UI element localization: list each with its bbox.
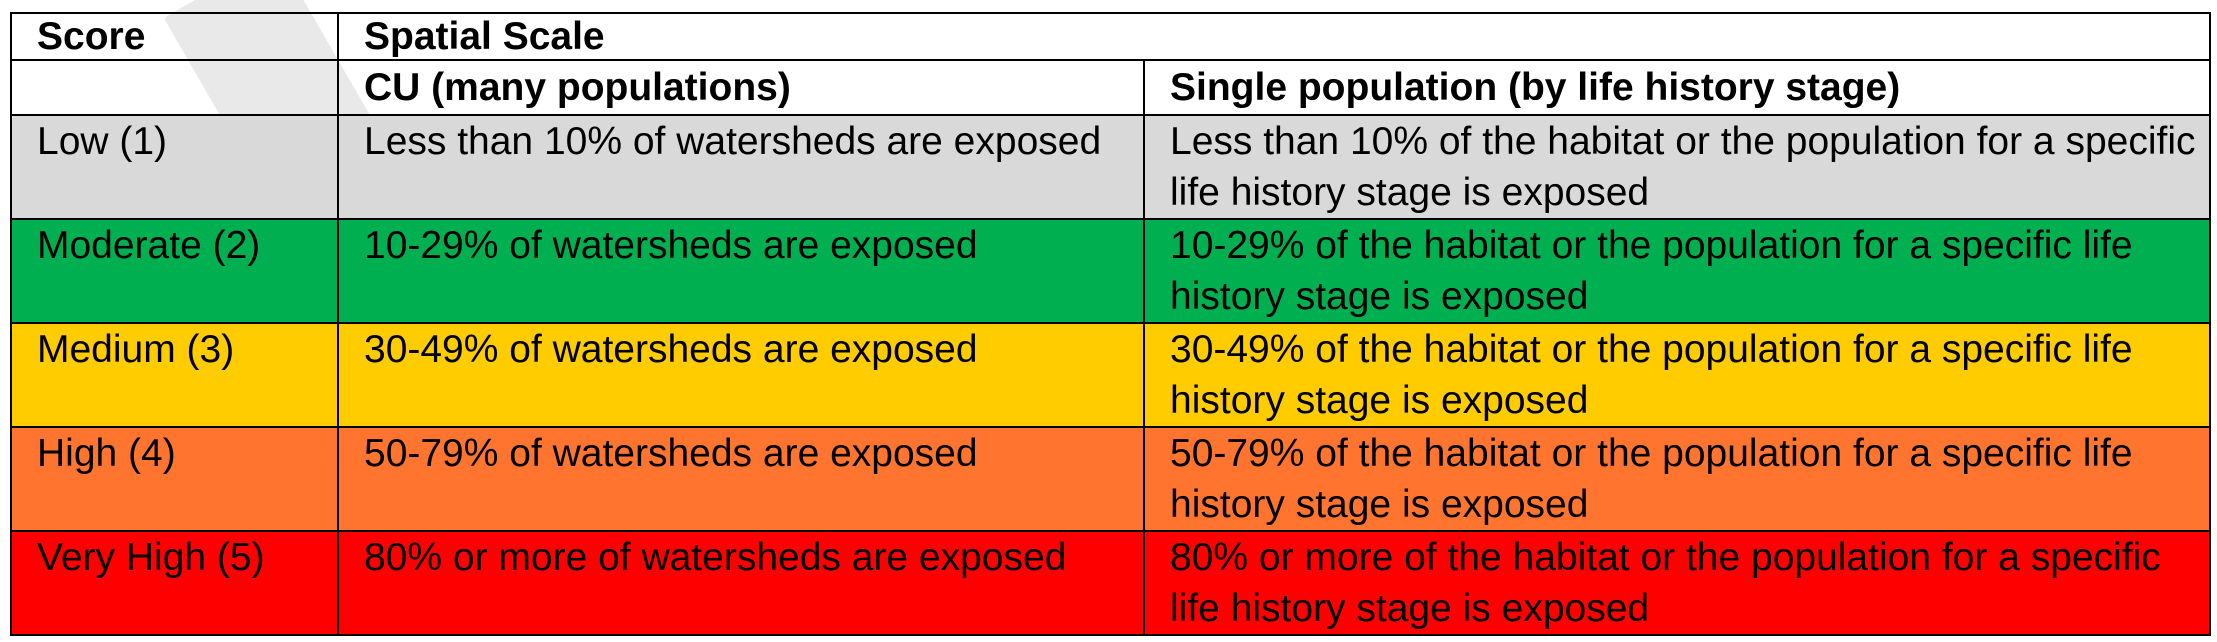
- table-row: High (4) 50-79% of watersheds are expose…: [10, 426, 2212, 532]
- single-population-cell: 50-79% of the habitat or the population …: [1142, 426, 2212, 532]
- spatial-scale-table: Score Spatial Scale CU (many populations…: [10, 12, 2212, 636]
- spatial-scale-header: Spatial Scale: [336, 12, 2212, 61]
- table-row: Low (1) Less than 10% of watersheds are …: [10, 114, 2212, 220]
- table-row: Moderate (2) 10-29% of watersheds are ex…: [10, 218, 2212, 324]
- score-cell: Low (1): [10, 114, 339, 220]
- single-population-cell: 30-49% of the habitat or the population …: [1142, 322, 2212, 428]
- cu-header: CU (many populations): [337, 59, 1145, 116]
- header-row-1: Score Spatial Scale: [10, 12, 2212, 61]
- table-row: Very High (5) 80% or more of watersheds …: [10, 530, 2212, 636]
- empty-header-cell: [10, 59, 339, 116]
- score-cell: Very High (5): [10, 530, 339, 636]
- score-header: Score: [10, 12, 339, 61]
- table-row: Medium (3) 30-49% of watersheds are expo…: [10, 322, 2212, 428]
- single-population-cell: 80% or more of the habitat or the popula…: [1142, 530, 2212, 636]
- cu-cell: 80% or more of watersheds are exposed: [337, 530, 1145, 636]
- single-population-header: Single population (by life history stage…: [1142, 59, 2212, 116]
- cu-cell: 50-79% of watersheds are exposed: [337, 426, 1145, 532]
- cu-cell: Less than 10% of watersheds are exposed: [337, 114, 1145, 220]
- cu-cell: 10-29% of watersheds are exposed: [337, 218, 1145, 324]
- single-population-cell: 10-29% of the habitat or the population …: [1142, 218, 2212, 324]
- header-row-2: CU (many populations) Single population …: [10, 59, 2212, 116]
- score-cell: Medium (3): [10, 322, 339, 428]
- cu-cell: 30-49% of watersheds are exposed: [337, 322, 1145, 428]
- score-cell: High (4): [10, 426, 339, 532]
- single-population-cell: Less than 10% of the habitat or the popu…: [1142, 114, 2212, 220]
- score-cell: Moderate (2): [10, 218, 339, 324]
